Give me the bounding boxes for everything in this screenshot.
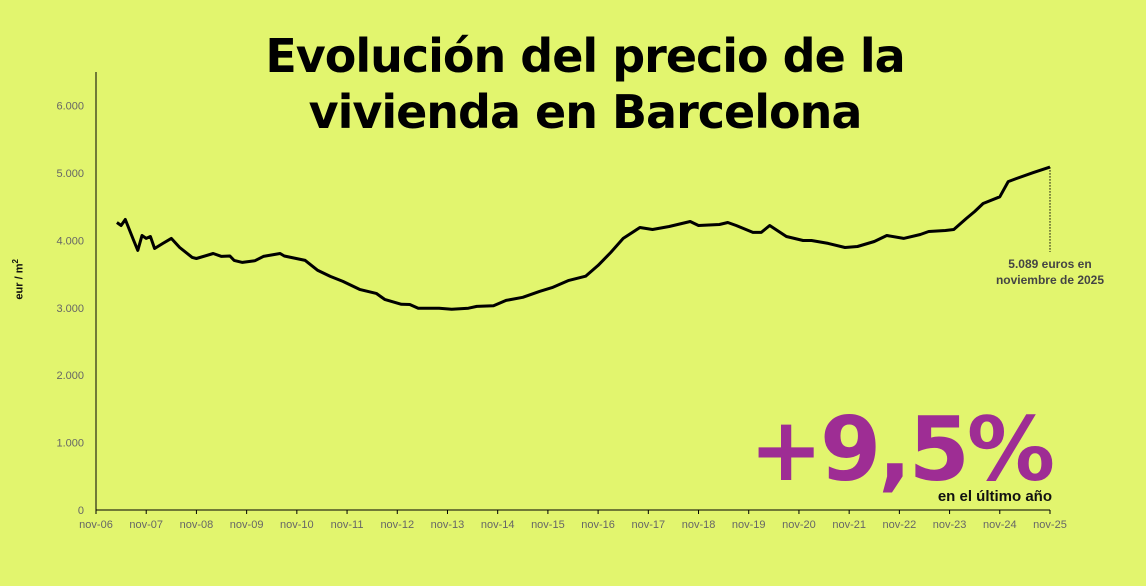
x-tick-label: nov-20 — [782, 519, 816, 531]
x-tick-label: nov-11 — [331, 519, 364, 531]
x-tick-label: nov-19 — [732, 519, 766, 531]
yearly-change-caption: en el último año — [937, 488, 1052, 505]
x-tick-label: nov-21 — [832, 519, 866, 531]
y-tick-label: 6.000 — [56, 101, 84, 113]
x-tick-label: nov-22 — [883, 519, 917, 531]
y-axis-label: eur / m2 — [11, 259, 26, 300]
y-tick-label: 0 — [78, 505, 84, 517]
x-tick-label: nov-25 — [1033, 519, 1067, 531]
x-tick-label: nov-13 — [431, 519, 465, 531]
x-axis: nov-06 nov-07 nov-08 nov-09 nov-10 nov-11 nov-… — [79, 509, 1067, 531]
x-tick-label: nov-17 — [631, 519, 665, 531]
x-tick-label: nov-16 — [581, 519, 615, 531]
x-tick-label: nov-14 — [481, 519, 515, 531]
annotation-line-1: 5.089 euros en — [1008, 257, 1092, 271]
x-tick-label: nov-15 — [531, 519, 565, 531]
x-tick-label: nov-08 — [180, 519, 214, 531]
x-tick-label: nov-09 — [230, 519, 264, 531]
x-tick-label: nov-24 — [983, 519, 1017, 531]
y-tick-label: 3.000 — [56, 303, 84, 315]
y-tick-label: 1.000 — [56, 438, 84, 450]
last-value-annotation: 5.089 euros en noviembre de 2025 — [980, 256, 1120, 288]
y-axis: 0 1.000 2.000 3.000 4.000 5.000 6.000 — [56, 72, 97, 517]
y-tick-label: 5.000 — [56, 168, 84, 180]
y-axis-label-text: eur / m — [13, 263, 26, 300]
x-tick-label: nov-23 — [933, 519, 967, 531]
annotation-line-2: noviembre de 2025 — [995, 273, 1105, 287]
x-tick-label: nov-10 — [280, 519, 314, 531]
y-axis-label-sup: 2 — [10, 259, 20, 264]
y-tick-label: 4.000 — [56, 235, 84, 247]
x-tick-label: nov-18 — [682, 519, 716, 531]
y-tick-label: 2.000 — [56, 370, 84, 382]
x-tick-label: nov-06 — [79, 519, 113, 531]
price-series-line — [116, 165, 1051, 311]
x-tick-label: nov-12 — [380, 519, 414, 531]
chart-title: Evolución del precio de la vivienda en B… — [265, 29, 905, 139]
x-tick-label: nov-07 — [129, 519, 163, 531]
yearly-change-value: +9,5% — [749, 398, 1055, 501]
